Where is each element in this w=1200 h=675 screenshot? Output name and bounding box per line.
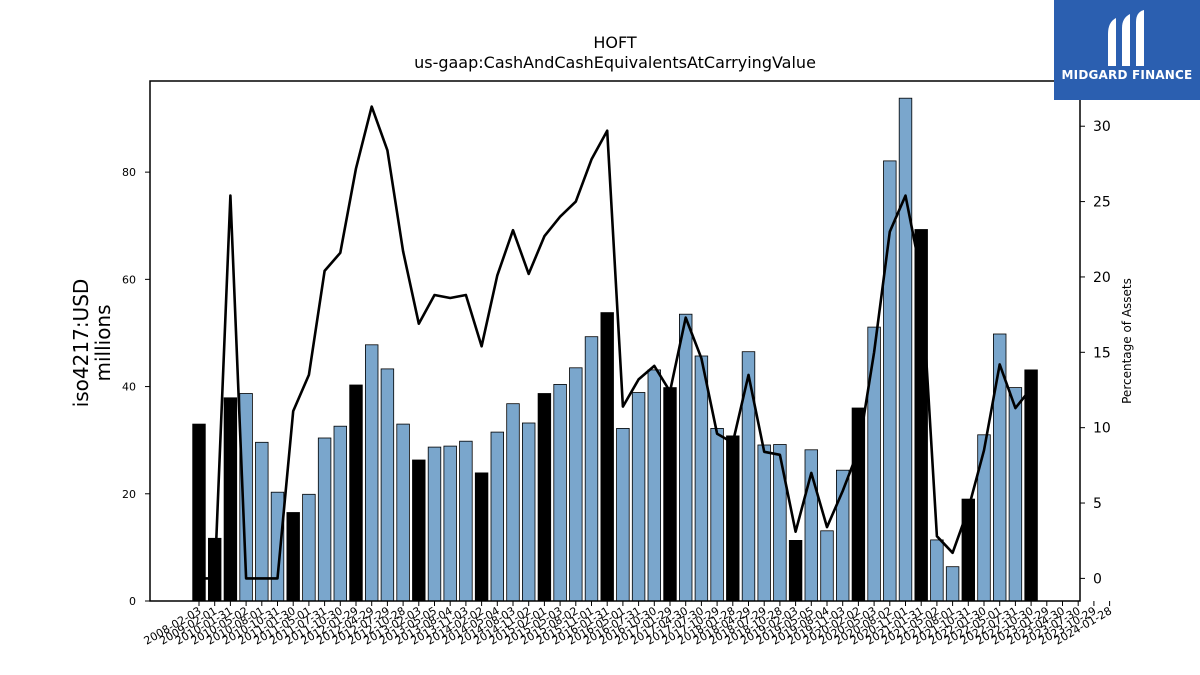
chart-title: HOFT [593, 33, 637, 52]
bar-quarter [443, 445, 457, 602]
y2-axis: 0 5 10 15 20 25 30 [1080, 119, 1111, 587]
bar-quarter [820, 530, 834, 602]
bar-quarter [459, 440, 473, 602]
bar-series [192, 97, 1038, 602]
y2-tick-label: 5 [1093, 496, 1102, 512]
y-axis: 0 20 40 60 80 [122, 166, 150, 608]
bar-quarter [930, 539, 944, 602]
bar-annual [726, 435, 740, 602]
bar-quarter [647, 369, 662, 602]
bar-quarter [773, 444, 787, 602]
line-series [199, 105, 1033, 580]
bar-annual [788, 540, 803, 602]
bar-quarter [616, 427, 630, 602]
bar-annual [663, 387, 677, 602]
bar-annual [192, 423, 206, 602]
bar-annual [961, 498, 976, 602]
bar-annual [223, 397, 238, 602]
bar-quarter [631, 392, 646, 602]
bar-quarter [883, 160, 897, 602]
y-axis-label-line: millions [91, 304, 115, 381]
bar-annual [1024, 369, 1038, 602]
y2-tick-label: 25 [1093, 195, 1111, 211]
bar-annual [851, 407, 866, 602]
bar-quarter [694, 355, 709, 602]
bar-quarter [679, 313, 693, 602]
bar-quarter [427, 446, 442, 602]
bar-quarter [490, 431, 505, 602]
bar-annual [600, 312, 614, 602]
bar-quarter [364, 344, 379, 602]
bar-quarter [270, 491, 285, 602]
brand-logo: MIDGARD FINANCE [1054, 0, 1200, 100]
bar-quarter [977, 434, 991, 602]
y2-tick-label: 20 [1093, 270, 1111, 286]
y-tick-label: 40 [122, 381, 136, 394]
bar-quarter [380, 368, 395, 602]
y2-axis-label: Percentage of Assets [1120, 278, 1134, 404]
bar-annual [349, 384, 363, 602]
chart-subtitle: us-gaap:CashAndCashEquivalentsAtCarrying… [414, 53, 816, 72]
bar-annual [412, 459, 426, 602]
bar-quarter [1008, 387, 1023, 602]
y-tick-label: 0 [129, 595, 136, 608]
bar-annual [286, 512, 300, 602]
y-tick-label: 80 [122, 166, 136, 179]
series-line [199, 105, 1033, 580]
brand-name: MIDGARD FINANCE [1061, 68, 1193, 82]
bar-quarter [522, 422, 536, 602]
y-axis-label-line: iso4217:USD [69, 279, 93, 408]
y2-tick-label: 0 [1093, 571, 1102, 587]
bar-quarter [584, 336, 599, 602]
y2-tick-label: 30 [1093, 119, 1111, 135]
bar-quarter [302, 493, 316, 602]
bar-annual [537, 393, 552, 602]
bar-quarter [396, 423, 410, 602]
bar-quarter [867, 326, 881, 602]
midgard-logo-icon [1108, 10, 1144, 66]
bar-quarter [757, 444, 771, 602]
y2-tick-label: 15 [1093, 345, 1111, 361]
bar-quarter [945, 566, 960, 602]
bar-quarter [553, 383, 567, 602]
bar-quarter [710, 427, 724, 602]
bar-quarter [317, 437, 332, 602]
x-axis: 2008-02-032009-02-012010-01-312010-05-02… [142, 601, 1114, 648]
plot-frame [149, 80, 1081, 602]
y-axis-label: iso4217:USDmillions [69, 279, 115, 408]
bar-quarter [506, 403, 520, 602]
y2-tick-label: 10 [1093, 421, 1111, 437]
bar-annual [474, 472, 489, 602]
y-tick-label: 60 [122, 273, 136, 286]
bar-quarter [569, 367, 583, 602]
y-tick-label: 20 [122, 488, 136, 501]
bar-quarter [333, 425, 348, 602]
bar-quarter [898, 97, 913, 602]
